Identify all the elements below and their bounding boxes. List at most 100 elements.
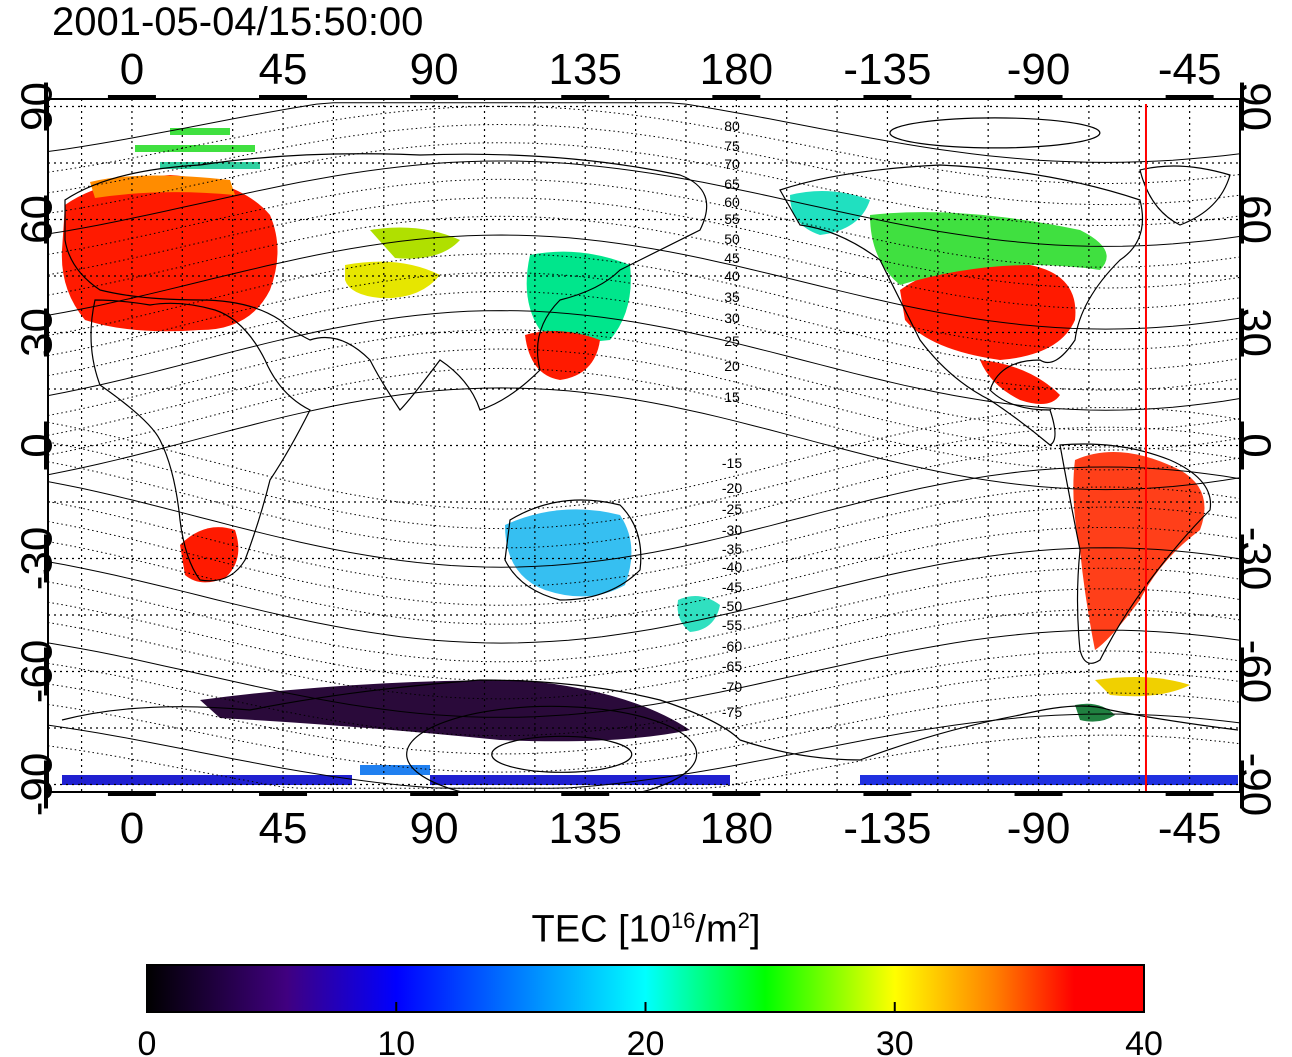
lat-tick-label-right: 90 (1231, 82, 1280, 131)
mag-lat-label: -25 (722, 501, 742, 517)
lon-tick-label-bottom: 135 (549, 804, 622, 853)
lon-tick-label-bottom: -135 (843, 804, 931, 853)
mag-lat-label: -30 (722, 522, 742, 538)
lon-tick-mark (712, 792, 761, 796)
magnetic-contour (48, 713, 1240, 789)
magnetic-contour (48, 671, 1240, 755)
coast-greenland (1139, 165, 1231, 226)
magnetic-contour (48, 629, 1240, 718)
south-magnetic-pole-contour (491, 735, 633, 773)
mag-lat-label: 65 (724, 176, 740, 192)
tec-patch-alaska (790, 191, 870, 235)
lon-tick-mark (712, 95, 761, 99)
tec-patch-europe (61, 175, 278, 332)
lat-tick-label-right: -30 (1231, 527, 1280, 591)
lat-tick-mark (44, 308, 48, 357)
lon-tick-label-top: 180 (700, 45, 773, 94)
coast-africa (90, 299, 311, 582)
timestamp-title: 2001-05-04/15:50:00 (52, 0, 424, 44)
map-grid (48, 99, 1240, 792)
lat-tick-mark (1240, 760, 1244, 809)
lat-tick-label-right: 0 (1231, 433, 1280, 457)
lat-tick-mark (44, 534, 48, 583)
lon-tick-label-bottom: 0 (120, 804, 144, 853)
coast-eurasia (64, 153, 708, 411)
lon-tick-mark (561, 792, 610, 796)
magnetic-contour (48, 310, 1240, 411)
tec-patch-central-america (980, 360, 1060, 404)
tec-patch-antarctica (200, 680, 690, 742)
tec-patch-central-asia (345, 261, 440, 299)
mag-lat-label: 35 (724, 289, 740, 305)
lat-tick-label-left: 30 (12, 308, 61, 357)
lon-tick-mark (1014, 792, 1063, 796)
magnetic-contour (48, 406, 1240, 510)
magnetic-contour (48, 608, 1240, 700)
mag-lat-label: 80 (724, 118, 740, 134)
magnetic-contour (48, 329, 1240, 431)
lon-tick-mark (410, 792, 459, 796)
magnetic-contour (48, 367, 1240, 471)
mag-lat-label: 60 (724, 194, 740, 210)
colorbar-tick-label: 10 (377, 1025, 415, 1057)
magnetic-latitude-contours (48, 102, 1240, 792)
lat-tick-label-left: -30 (12, 527, 61, 591)
mag-lat-label: -35 (722, 541, 742, 557)
lon-tick-mark (107, 95, 156, 99)
lon-tick-label-bottom: 180 (700, 804, 773, 853)
magnetic-contour (48, 178, 1240, 268)
mag-lat-label: -70 (722, 679, 742, 695)
tec-band-south-3 (430, 775, 730, 785)
lon-tick-label-top: -135 (843, 45, 931, 94)
tec-patches (61, 128, 1238, 785)
magnetic-contour (48, 234, 1240, 330)
colorbar-tick-labels: 0 10 20 30 40 (138, 1002, 1163, 1057)
lon-tick-mark (863, 792, 912, 796)
lat-tick-mark (1240, 82, 1244, 131)
mag-lat-label: -65 (722, 658, 742, 674)
tec-patch-europe-edge (90, 175, 235, 198)
magnetic-contour (48, 588, 1240, 681)
tec-patch-east-asia (526, 251, 631, 342)
mag-lat-label: -40 (722, 559, 742, 575)
magnetic-contour (48, 142, 1240, 227)
lat-tick-label-left: 0 (12, 433, 61, 457)
lat-tick-mark (44, 647, 48, 696)
tec-patch-canada (870, 212, 1107, 285)
tec-patch-southern-africa (180, 527, 239, 583)
lat-tick-mark (1240, 534, 1244, 583)
mag-lat-label: 30 (724, 310, 740, 326)
lon-tick-label-top: 0 (120, 45, 144, 94)
lon-tick-mark (1165, 95, 1214, 99)
lon-tick-label-bottom: -45 (1158, 804, 1222, 853)
north-magnetic-pole-contour (889, 117, 1101, 149)
colorbar-tick-label: 20 (627, 1025, 665, 1057)
mag-lat-label: -20 (722, 480, 742, 496)
lon-tick-mark (863, 95, 912, 99)
magnetic-contour (48, 446, 1240, 549)
lon-tick-label-bottom: -90 (1007, 804, 1071, 853)
lon-tick-mark (107, 792, 156, 796)
mag-lat-label: -45 (722, 579, 742, 595)
mag-lat-label: 45 (724, 250, 740, 266)
lon-tick-label-bottom: 45 (259, 804, 308, 853)
axis-tick-labels: 0045459090135135180180-135-135-90-90-45-… (12, 45, 1279, 853)
lat-tick-mark (1240, 421, 1244, 470)
lat-tick-label-left: 60 (12, 195, 61, 244)
tec-patch-arctic-1 (170, 128, 230, 135)
mag-lat-label: 75 (724, 138, 740, 154)
magnetic-contour (48, 547, 1240, 644)
mag-lat-label: 15 (724, 389, 740, 405)
lat-tick-mark (44, 82, 48, 131)
lon-tick-mark (561, 95, 610, 99)
tec-patch-north-america (900, 262, 1076, 360)
colorbar-tick-label: 30 (876, 1025, 914, 1057)
mag-lat-label: -60 (722, 638, 742, 654)
lat-tick-mark (1240, 647, 1244, 696)
tec-band-south-4 (860, 775, 1238, 785)
south-magnetic-pole-contour-outer (406, 705, 698, 792)
lon-tick-mark (259, 95, 308, 99)
lon-tick-mark (1014, 95, 1063, 99)
coast-australia (504, 499, 642, 601)
